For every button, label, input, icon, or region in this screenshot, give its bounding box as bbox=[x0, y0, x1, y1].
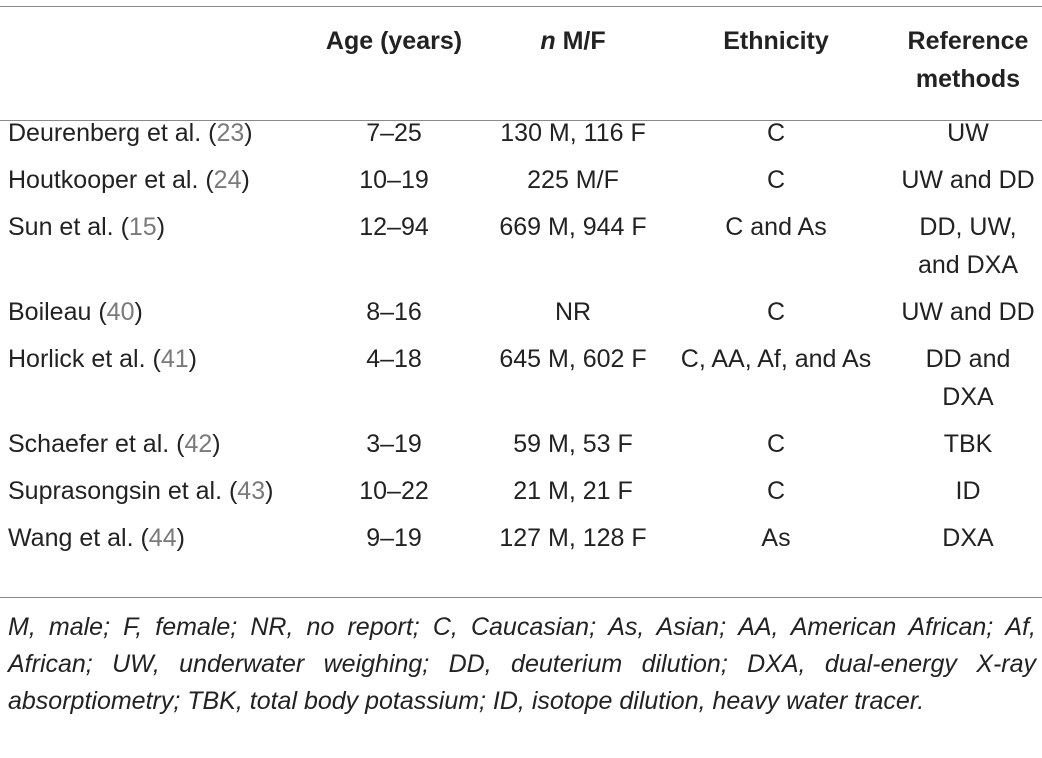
header-row: Age (years) n M/F Ethnicity Reference met… bbox=[0, 0, 1042, 98]
cell-age: 8–16 bbox=[366, 298, 422, 326]
cell-n: 669 M, 944 F bbox=[499, 213, 647, 241]
table-body: Deurenberg et al. (23) 7–25 130 M, 116 F C U… bbox=[0, 98, 1042, 566]
table-row: Sun et al. (15) 12–94 669 M, 944 F C and As… bbox=[0, 208, 1042, 293]
cell-ethnicity: C bbox=[766, 298, 786, 326]
author-text: Houtkooper et al. ( bbox=[8, 166, 214, 194]
header-n-italic: n bbox=[540, 27, 556, 55]
cell-age: 12–94 bbox=[359, 213, 429, 241]
header-reference-line1: Reference bbox=[907, 27, 1029, 55]
reference-link[interactable]: 42 bbox=[184, 430, 213, 458]
table-row: Boileau (40) 8–16 NR C UW and DD bbox=[0, 293, 1042, 340]
author-close: ) bbox=[212, 430, 221, 458]
reference-link[interactable]: 15 bbox=[128, 213, 157, 241]
method-line1: DXA bbox=[942, 524, 994, 552]
cell-reference-methods: UW and DD bbox=[886, 293, 1042, 340]
header-ethnicity: Ethnicity bbox=[723, 27, 829, 55]
cell-reference-methods: TBK bbox=[886, 425, 1042, 472]
header-study bbox=[0, 0, 308, 98]
method-line2: and DXA bbox=[917, 251, 1019, 279]
cell-study: Deurenberg et al. (23) bbox=[0, 98, 308, 161]
cell-ethnicity: C bbox=[766, 430, 786, 458]
header-rule bbox=[0, 120, 1042, 121]
author-close: ) bbox=[134, 298, 143, 326]
author-close: ) bbox=[188, 345, 197, 373]
header-reference-line2: methods bbox=[915, 65, 1021, 93]
cell-reference-methods: ID bbox=[886, 472, 1042, 519]
author-text: Schaefer et al. ( bbox=[8, 430, 185, 458]
cell-study: Boileau (40) bbox=[0, 293, 308, 340]
cell-ethnicity: C bbox=[766, 166, 786, 194]
reference-link[interactable]: 23 bbox=[216, 119, 245, 147]
cell-ethnicity: C and As bbox=[725, 213, 827, 241]
cell-n: 225 M/F bbox=[527, 166, 619, 194]
cell-study: Horlick et al. (41) bbox=[0, 340, 308, 425]
method-line1: UW and DD bbox=[901, 166, 1035, 194]
cell-n: 59 M, 53 F bbox=[513, 430, 633, 458]
table-row: Wang et al. (44) 9–19 127 M, 128 F As DXA bbox=[0, 519, 1042, 566]
cell-age: 10–22 bbox=[359, 477, 429, 505]
cell-study: Schaefer et al. (42) bbox=[0, 425, 308, 472]
cell-n: 21 M, 21 F bbox=[513, 477, 633, 505]
author-text: Suprasongsin et al. ( bbox=[8, 477, 238, 505]
table-row: Schaefer et al. (42) 3–19 59 M, 53 F C TBK bbox=[0, 425, 1042, 472]
author-text: Deurenberg et al. ( bbox=[8, 119, 217, 147]
header-age: Age (years) bbox=[325, 27, 463, 55]
cell-n: NR bbox=[554, 298, 592, 326]
bottom-rule bbox=[0, 597, 1042, 598]
cell-age: 3–19 bbox=[366, 430, 422, 458]
author-text: Sun et al. ( bbox=[8, 213, 129, 241]
reference-link[interactable]: 24 bbox=[213, 166, 242, 194]
cell-ethnicity: C bbox=[766, 119, 786, 147]
cell-n: 127 M, 128 F bbox=[499, 524, 647, 552]
cell-reference-methods: DD and DXA bbox=[886, 340, 1042, 425]
header-reference-methods: Reference methods bbox=[886, 0, 1042, 98]
author-close: ) bbox=[176, 524, 185, 552]
cell-study: Wang et al. (44) bbox=[0, 519, 308, 566]
cell-age: 4–18 bbox=[366, 345, 422, 373]
cell-reference-methods: DXA bbox=[886, 519, 1042, 566]
studies-table: Age (years) n M/F Ethnicity Reference met… bbox=[0, 0, 1042, 566]
cell-study: Suprasongsin et al. (43) bbox=[0, 472, 308, 519]
author-close: ) bbox=[241, 166, 250, 194]
method-line1: DD, UW, bbox=[919, 213, 1017, 241]
table-footnote: M, male; F, female; NR, no report; C, Ca… bbox=[8, 613, 1036, 715]
method-line1: ID bbox=[955, 477, 981, 505]
cell-study: Sun et al. (15) bbox=[0, 208, 308, 293]
cell-reference-methods: UW bbox=[886, 98, 1042, 161]
cell-ethnicity: As bbox=[761, 524, 791, 552]
header-n-rest: M/F bbox=[555, 27, 606, 55]
method-line1: TBK bbox=[943, 430, 993, 458]
cell-age: 10–19 bbox=[359, 166, 429, 194]
table-row: Horlick et al. (41) 4–18 645 M, 602 F C, AA… bbox=[0, 340, 1042, 425]
table-row: Houtkooper et al. (24) 10–19 225 M/F C UW an… bbox=[0, 161, 1042, 208]
table-row: Suprasongsin et al. (43) 10–22 21 M, 21 F C… bbox=[0, 472, 1042, 519]
method-line1: UW and DD bbox=[901, 298, 1035, 326]
method-line1: UW bbox=[947, 119, 989, 147]
author-close: ) bbox=[156, 213, 166, 241]
cell-reference-methods: UW and DD bbox=[886, 161, 1042, 208]
author-close: ) bbox=[265, 477, 274, 505]
cell-study: Houtkooper et al. (24) bbox=[0, 161, 308, 208]
top-rule bbox=[0, 6, 1042, 7]
cell-reference-methods: DD, UW, and DXA bbox=[886, 208, 1042, 293]
cell-age: 9–19 bbox=[366, 524, 422, 552]
method-line2: DXA bbox=[942, 383, 994, 411]
author-close: ) bbox=[244, 119, 253, 147]
cell-age: 7–25 bbox=[366, 119, 422, 147]
author-text: Boileau ( bbox=[8, 298, 107, 326]
header-n: n M/F bbox=[480, 0, 666, 98]
reference-link[interactable]: 40 bbox=[106, 298, 135, 326]
author-text: Horlick et al. ( bbox=[8, 345, 161, 373]
table-row: Deurenberg et al. (23) 7–25 130 M, 116 F C U… bbox=[0, 98, 1042, 161]
author-text: Wang et al. ( bbox=[8, 524, 149, 552]
cell-n: 130 M, 116 F bbox=[500, 119, 646, 147]
cell-ethnicity: C bbox=[766, 477, 786, 505]
cell-ethnicity: C, AA, Af, and As bbox=[680, 345, 872, 373]
cell-n: 645 M, 602 F bbox=[499, 345, 647, 373]
reference-link[interactable]: 44 bbox=[148, 524, 177, 552]
reference-link[interactable]: 41 bbox=[160, 345, 189, 373]
reference-link[interactable]: 43 bbox=[237, 477, 266, 505]
method-line1: DD and bbox=[925, 345, 1011, 373]
